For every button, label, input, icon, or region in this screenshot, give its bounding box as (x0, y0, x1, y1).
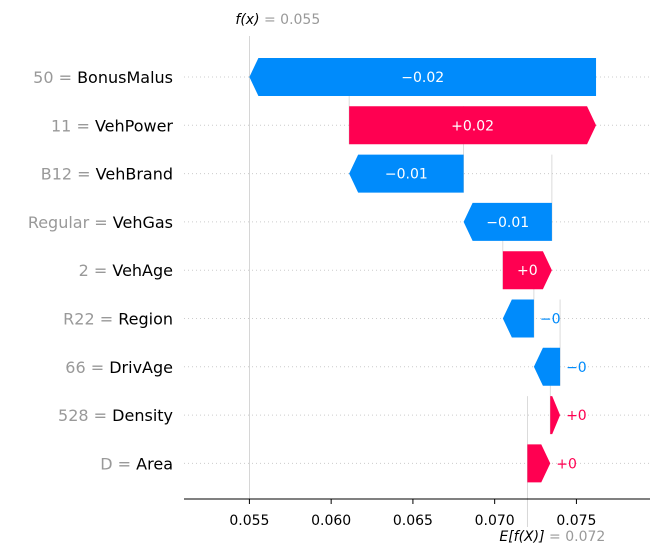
bar-value-label: −0.01 (385, 167, 428, 183)
feature-value: 2 = (79, 261, 113, 280)
feature-value: R22 = (63, 310, 118, 329)
feature-value: 50 = (33, 68, 77, 87)
feature-label: 66 = DrivAge (65, 358, 173, 377)
bar-vehgas (463, 202, 552, 241)
fx-annotation: f(x) = 0.055 (235, 12, 320, 28)
feature-label: Regular = VehGas (28, 213, 173, 232)
feature-value: 11 = (51, 116, 95, 135)
feature-label: 11 = VehPower (51, 116, 173, 135)
bar-value-label: −0 (540, 312, 561, 328)
feature-name: Region (118, 310, 173, 329)
feature-name: Density (112, 406, 173, 425)
feature-labels: 50 = BonusMalus 11 = VehPower B12 = VehBra… (28, 68, 174, 473)
fx-value: = 0.055 (260, 12, 321, 28)
feature-label: R22 = Region (63, 310, 173, 329)
feature-value: B12 = (41, 165, 96, 184)
bar-vehpower (349, 106, 597, 145)
x-tick-label: 0.070 (475, 513, 515, 529)
feature-label: 528 = Density (58, 406, 173, 425)
bar-region (502, 299, 534, 338)
bar-value-label: +0 (566, 408, 587, 424)
feature-name: VehPower (95, 116, 173, 135)
fx-name: f(x) (235, 12, 259, 28)
feature-label: 2 = VehAge (79, 261, 173, 280)
x-tick-label: 0.075 (556, 513, 596, 529)
feature-value: D = (100, 454, 136, 473)
bar-value-label: −0.02 (401, 70, 444, 86)
bar-value-label: +0 (556, 456, 577, 472)
x-tick-label: 0.060 (311, 513, 351, 529)
x-tick-label: 0.055 (229, 513, 269, 529)
feature-value: Regular = (28, 213, 113, 232)
bar-value-label: −0 (566, 360, 587, 376)
feature-name: DrivAge (109, 358, 173, 377)
expected-value-name: E[f(X)] (499, 529, 544, 545)
feature-label: D = Area (100, 454, 173, 473)
bar-density (550, 396, 561, 435)
bar-vehbrand (349, 154, 464, 193)
bars: −0.02 +0.02 −0.01 −0.01 +0 −0 −0 +0 +0 (249, 58, 597, 483)
x-tick-label: 0.065 (393, 513, 433, 529)
feature-name: BonusMalus (77, 68, 173, 87)
bar-value-label: −0.01 (486, 215, 529, 231)
feature-label: B12 = VehBrand (41, 165, 173, 184)
fx-label: f(x) = 0.055 (235, 12, 320, 28)
bar-area (527, 444, 551, 483)
feature-name: VehAge (112, 261, 173, 280)
feature-label: 50 = BonusMalus (33, 68, 173, 87)
expected-value-label: E[f(X)] = 0.072 (499, 529, 605, 545)
bar-value-label: +0.02 (451, 118, 494, 134)
bar-drivage (533, 347, 561, 386)
feature-name: VehGas (113, 213, 173, 232)
feature-name: VehBrand (96, 165, 173, 184)
feature-name: Area (136, 454, 173, 473)
bar-bonusmalus (249, 58, 597, 96)
feature-value: 528 = (58, 406, 112, 425)
expected-value-value: = 0.072 (545, 529, 606, 545)
bar-value-label: +0 (517, 263, 538, 279)
bar-vehage (502, 251, 552, 290)
feature-value: 66 = (65, 358, 109, 377)
